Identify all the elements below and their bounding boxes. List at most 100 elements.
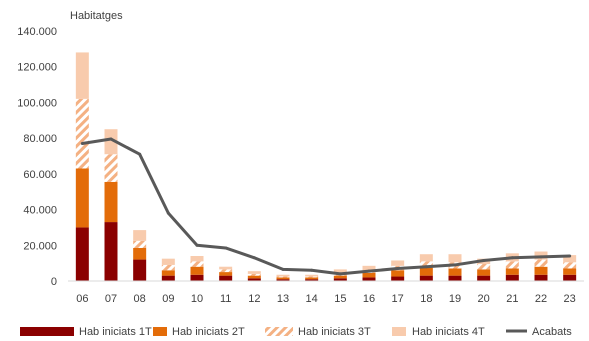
bar-segment-4 [419, 254, 433, 262]
legend-item-5: Acabats [506, 326, 572, 338]
bar-segment-4 [133, 230, 147, 241]
x-tick-label: 20 [478, 293, 490, 305]
y-tick-label: 100.000 [17, 97, 57, 109]
bar-segment-3 [219, 269, 233, 273]
x-tick-label: 06 [76, 293, 88, 305]
bar-segment-2 [534, 266, 548, 275]
bar-segment-3 [75, 98, 89, 169]
y-tick-label: 60.000 [23, 169, 57, 181]
bar-segment-4 [333, 269, 347, 273]
bar-segment-1 [161, 275, 175, 281]
legend-item-2: Hab iniciats 2T [153, 326, 245, 338]
bar-segment-2 [133, 247, 147, 260]
bar-segment-1 [391, 276, 405, 281]
bar-segment-4 [448, 254, 462, 263]
y-tick-label: 80.000 [23, 133, 57, 145]
bar-segment-3 [276, 276, 290, 278]
x-tick-label: 21 [506, 293, 518, 305]
bar-segment-2 [247, 275, 261, 279]
line-point [109, 137, 113, 141]
bar-segment-2 [563, 268, 577, 275]
x-tick-label: 18 [420, 293, 432, 305]
x-tick-label: 23 [564, 293, 576, 305]
line-point [482, 258, 486, 262]
line-point [310, 268, 314, 272]
bar-segment-2 [75, 168, 89, 228]
bar-segment-2 [448, 268, 462, 276]
bar-segment-2 [477, 269, 491, 276]
bar-segment-4 [563, 255, 577, 263]
bar-segment-1 [333, 278, 347, 281]
bar-segment-2 [419, 267, 433, 276]
bar-segment-1 [219, 275, 233, 281]
bar-segment-3 [419, 261, 433, 268]
x-tick-label: 10 [191, 293, 203, 305]
y-axis-ticks: 0 20.000 40.000 60.000 80.000 100.000 120.000 1… [17, 26, 57, 288]
bar-segment-1 [247, 278, 261, 281]
legend-item-4: Hab iniciats 4T [392, 326, 485, 338]
legend-item-1: Hab iniciats 1T [20, 326, 152, 338]
bar-segment-2 [276, 277, 290, 280]
bar-segment-4 [104, 129, 118, 155]
x-tick-label: 13 [277, 293, 289, 305]
legend-swatch-4 [392, 327, 406, 336]
bar-segment-1 [477, 275, 491, 281]
x-tick-label: 19 [449, 293, 461, 305]
line-point [138, 152, 142, 156]
line-point [510, 256, 514, 260]
bar-segment-4 [75, 52, 89, 99]
bar-segment-1 [104, 222, 118, 281]
bar-segment-1 [75, 227, 89, 281]
legend-label-1: Hab iniciats 1T [79, 326, 152, 338]
line-point [166, 211, 170, 215]
line-point [252, 256, 256, 260]
x-tick-label: 12 [248, 293, 260, 305]
bar-segment-1 [505, 274, 519, 281]
bar-segment-1 [534, 274, 548, 281]
bar-segment-4 [161, 258, 175, 265]
bar-segment-2 [104, 181, 118, 223]
x-tick-label: 14 [306, 293, 318, 305]
legend: Hab iniciats 1T Hab iniciats 2T Hab inic… [20, 326, 572, 338]
bar-segment-2 [391, 270, 405, 277]
x-tick-label: 22 [535, 293, 547, 305]
y-tick-label: 20.000 [23, 240, 57, 252]
bar-segment-3 [104, 154, 118, 182]
bar-segment-2 [161, 270, 175, 276]
y-tick-label: 140.000 [17, 26, 57, 38]
bar-segment-1 [190, 274, 204, 281]
x-tick-label: 11 [220, 293, 231, 305]
legend-label-5: Acabats [532, 326, 572, 338]
line-series-group [80, 137, 572, 276]
bar-segment-2 [219, 272, 233, 276]
line-point [338, 272, 342, 276]
bar-segment-4 [276, 274, 290, 277]
bar-segment-1 [305, 279, 319, 281]
bar-segment-3 [190, 261, 204, 267]
bar-segment-3 [563, 262, 577, 269]
bars-group [75, 52, 577, 281]
bar-segment-2 [305, 277, 319, 280]
line-point [367, 269, 371, 273]
bar-segment-3 [161, 264, 175, 271]
bar-segment-2 [333, 275, 347, 279]
bar-segment-4 [362, 265, 376, 271]
legend-label-3: Hab iniciats 3T [298, 326, 371, 338]
bar-segment-2 [190, 266, 204, 275]
bar-segment-1 [133, 259, 147, 281]
bar-segment-3 [534, 259, 548, 267]
bar-segment-1 [419, 275, 433, 281]
x-tick-label: 09 [162, 293, 174, 305]
x-tick-label: 15 [334, 293, 346, 305]
bar-segment-3 [477, 264, 491, 270]
bar-segment-3 [247, 273, 261, 276]
legend-swatch-3 [265, 327, 293, 336]
bar-segment-4 [391, 260, 405, 266]
x-tick-label: 08 [134, 293, 146, 305]
bar-segment-2 [362, 272, 376, 278]
bar-segment-4 [305, 274, 319, 277]
line-point [281, 267, 285, 271]
bar-segment-3 [133, 240, 147, 248]
legend-item-3: Hab iniciats 3T [265, 326, 371, 338]
